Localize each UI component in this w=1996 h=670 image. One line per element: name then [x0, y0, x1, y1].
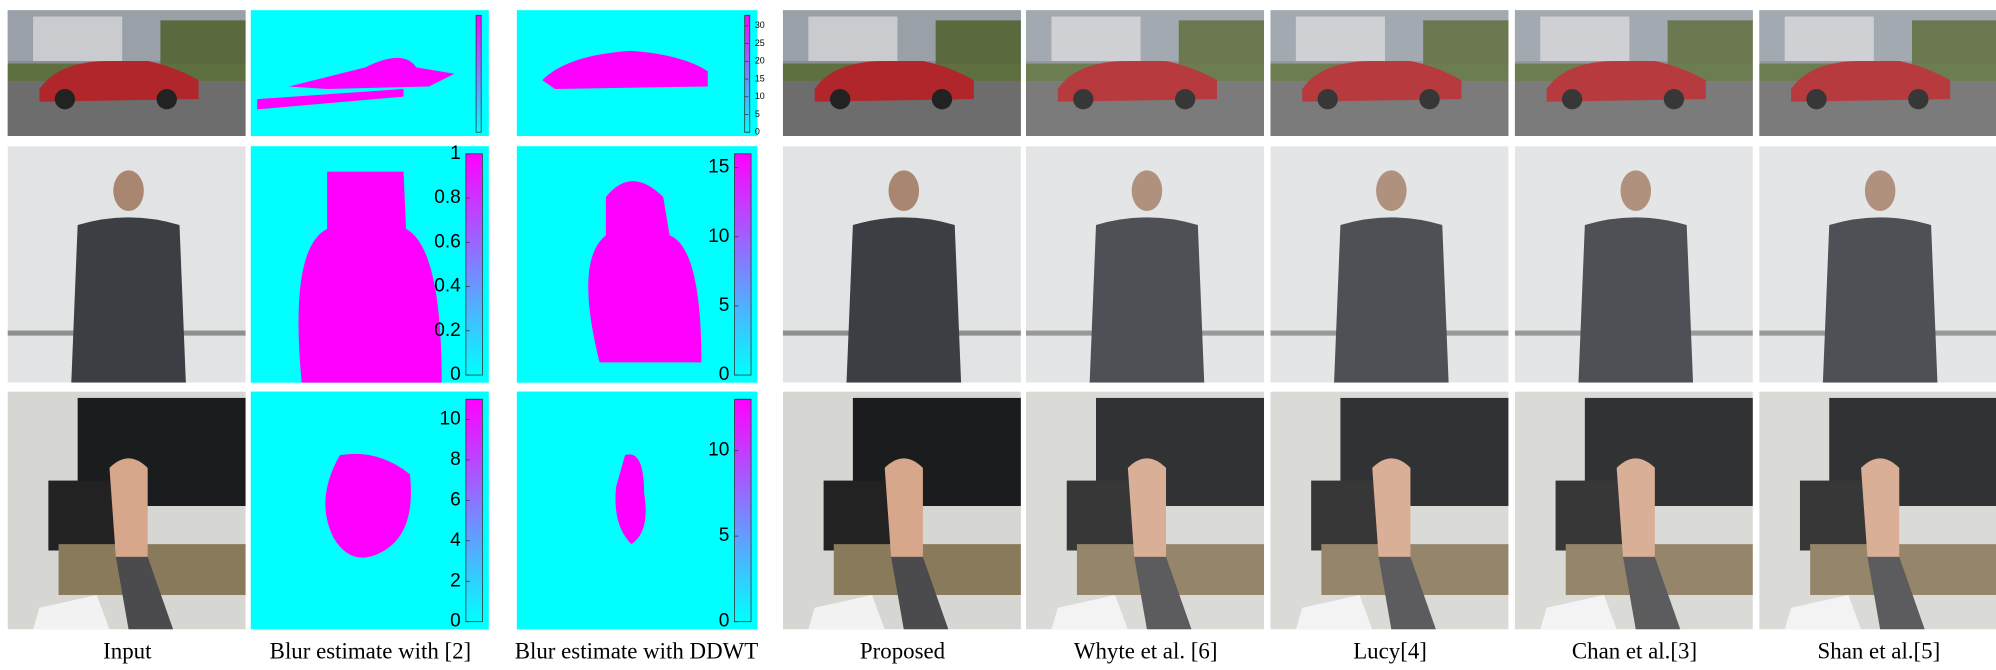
caption: Input: [103, 639, 152, 664]
colorbar: [476, 15, 481, 132]
colorbar-tick-label: 0.2: [434, 320, 461, 341]
photo: [8, 146, 246, 382]
caption: Lucy[4]: [1353, 639, 1427, 664]
photo: [1270, 392, 1508, 630]
colorbar-tick-label: 5: [719, 525, 730, 546]
colorbar-tick-label: 10: [708, 440, 729, 461]
photo: [783, 146, 1021, 382]
image-grid: 05101520253000.20.40.60.8105101502468100…: [8, 10, 1996, 632]
colorbar-tick-label: 5: [755, 109, 760, 119]
colorbar-tick-label: 6: [450, 489, 461, 510]
colorbar-tick-label: 1: [450, 143, 461, 164]
photo: [8, 392, 246, 630]
colorbar-tick-label: 20: [755, 56, 765, 66]
colorbar-tick-label: 10: [755, 91, 765, 101]
colorbar-tick-label: 25: [755, 38, 765, 48]
colorbar: [466, 154, 483, 375]
colorbar-tick-label: 0: [755, 127, 760, 137]
colorbar-tick-label: 0.6: [434, 231, 461, 252]
caption: Blur estimate with DDWT: [515, 639, 758, 664]
photo: [1515, 392, 1753, 630]
colorbar: [734, 154, 751, 375]
colorbar: [466, 399, 483, 621]
photo: [1759, 146, 1996, 382]
colorbar-tick-label: 8: [450, 449, 461, 470]
photo: [1026, 146, 1264, 382]
colorbar-tick-label: 15: [708, 157, 729, 178]
caption: Proposed: [860, 639, 946, 664]
photo: [1270, 10, 1508, 136]
colorbar-tick-label: 5: [719, 295, 730, 316]
colorbar-tick-label: 30: [755, 20, 765, 30]
colorbar-tick-label: 4: [450, 530, 461, 551]
colorbar-tick-label: 2: [450, 570, 461, 591]
colorbar-tick-label: 0.8: [434, 187, 461, 208]
photo: [1270, 146, 1508, 382]
photo: [8, 10, 246, 136]
photo: [1515, 146, 1753, 382]
figure: 05101520253000.20.40.60.8105101502468100…: [0, 0, 1996, 670]
colorbar-tick-label: 15: [755, 73, 765, 83]
photo: [1759, 10, 1996, 136]
caption: Blur estimate with [2]: [270, 639, 472, 664]
caption: Shan et al.[5]: [1818, 639, 1941, 664]
colorbar-tick-label: 0: [450, 364, 461, 385]
photo: [1759, 392, 1996, 630]
photo: [1026, 10, 1264, 136]
photo: [783, 392, 1021, 630]
photo: [783, 10, 1021, 136]
caption: Whyte et al. [6]: [1074, 639, 1218, 664]
photo: [1515, 10, 1753, 136]
colorbar-tick-label: 0.4: [434, 276, 461, 297]
colorbar-tick-label: 0: [719, 364, 730, 385]
colorbar-tick-label: 0: [719, 611, 730, 632]
colorbar-tick-label: 10: [708, 226, 729, 247]
photo: [1026, 392, 1264, 630]
caption: Chan et al.[3]: [1572, 639, 1697, 664]
colorbar: [734, 399, 751, 621]
colorbar-tick-label: 0: [450, 611, 461, 632]
colorbar-tick-label: 10: [440, 408, 461, 429]
